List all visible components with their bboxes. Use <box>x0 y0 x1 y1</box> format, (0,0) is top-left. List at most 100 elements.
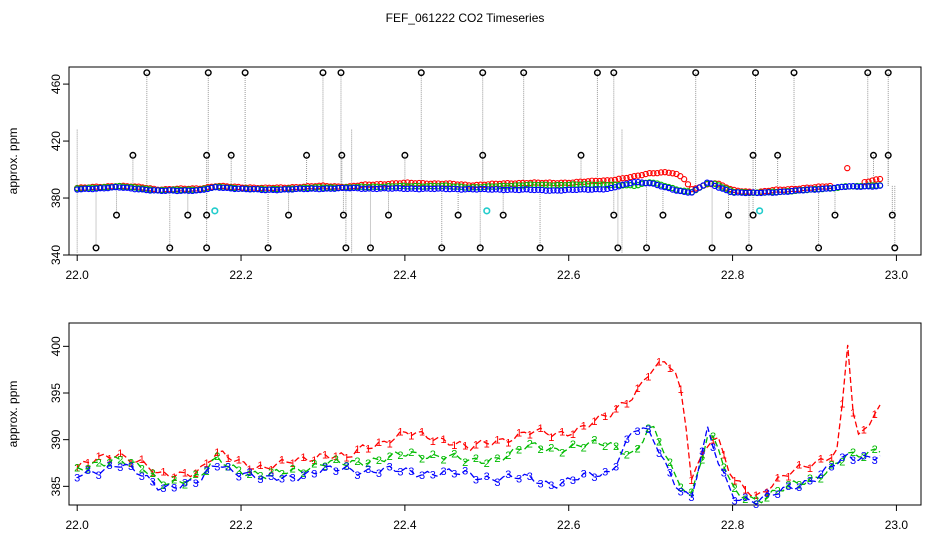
top-series-3-point <box>216 184 223 191</box>
bottom-series-1-marker: 1 <box>872 409 878 421</box>
bottom-series-3-marker: 3 <box>408 466 414 478</box>
top-x-tick-label: 22.8 <box>721 268 745 282</box>
top-y-tick-label: 340 <box>49 245 63 265</box>
bottom-series-3-marker: 3 <box>171 483 177 495</box>
top-series-3-point <box>796 187 803 194</box>
bottom-series-1-marker: 1 <box>128 458 134 470</box>
top-series-3-point <box>296 185 304 192</box>
bottom-series-1-marker: 1 <box>333 451 339 463</box>
top-series-1-point <box>684 181 692 188</box>
bottom-series-2-marker: 2 <box>171 475 177 487</box>
bottom-series-2-marker: 2 <box>74 463 80 475</box>
top-series-3-point <box>185 187 192 194</box>
bottom-series-1-marker: 1 <box>354 444 360 456</box>
top-series-3-point <box>830 184 838 192</box>
bottom-x-tick-label: 22.2 <box>229 518 253 532</box>
top-series-3-point <box>596 186 603 193</box>
bottom-series-3-marker: 3 <box>117 462 123 474</box>
top-series-3-point <box>177 187 185 194</box>
bottom-series-1-marker: 1 <box>602 411 608 423</box>
top-outlier-point <box>745 244 753 252</box>
bottom-series-3-marker: 3 <box>559 478 565 490</box>
bottom-series-2-marker: 2 <box>667 457 673 469</box>
top-outlier-point <box>884 69 892 77</box>
top-series-3-point <box>227 185 234 192</box>
top-series-3-point <box>312 185 319 192</box>
top-series-1-point <box>861 178 868 186</box>
top-outlier-point <box>184 211 192 219</box>
top-series-3-point <box>346 185 354 192</box>
bottom-series-1-marker: 1 <box>635 383 641 395</box>
bottom-series-2-marker: 2 <box>872 444 878 456</box>
bottom-series-1-marker: 1 <box>656 357 662 369</box>
top-series-3-point <box>550 187 557 194</box>
bottom-series-2-marker: 2 <box>807 473 813 485</box>
top-series-3-point <box>400 185 407 193</box>
bottom-series-2-marker: 2 <box>268 467 274 479</box>
top-series-3-point <box>588 186 596 193</box>
top-outlier-point <box>884 151 892 159</box>
bottom-series-2-marker: 2 <box>473 453 479 465</box>
bottom-series-3-marker: 3 <box>236 472 242 484</box>
bottom-series-2-marker: 2 <box>775 486 781 498</box>
bottom-series-3-marker: 3 <box>742 492 748 504</box>
top-series-3-point <box>269 186 277 194</box>
top-series-3-point <box>200 186 208 193</box>
bottom-x-tick-label: 22.0 <box>66 518 90 532</box>
bottom-series-3-marker: 3 <box>828 462 834 474</box>
bottom-series-3-marker: 3 <box>473 475 479 487</box>
top-series-3-point <box>504 186 511 194</box>
top-series-3-point <box>173 187 181 195</box>
bottom-series-3-marker: 3 <box>106 460 112 472</box>
bottom-series-1-marker: 1 <box>419 427 425 439</box>
top-outlier-point <box>385 211 393 219</box>
bottom-series-3-marker: 3 <box>300 470 306 482</box>
top-series-1-point <box>627 173 634 181</box>
top-series-3-point <box>231 185 238 193</box>
bottom-series-2-marker: 2 <box>688 487 694 499</box>
top-plot-frame <box>68 66 922 256</box>
top-series-3-point <box>262 186 269 194</box>
top-series-3-point <box>631 179 638 186</box>
top-series-3-point <box>535 186 542 193</box>
top-series-3-point <box>757 189 765 197</box>
bottom-series-3-marker: 3 <box>344 461 350 473</box>
top-outlier-point <box>864 69 872 77</box>
top-series-1-point <box>677 173 684 180</box>
top-series-3-point <box>454 186 461 193</box>
top-series-3-point <box>650 180 657 187</box>
top-outlier-point <box>692 69 700 77</box>
top-series-1-point <box>404 179 411 186</box>
top-series-3-point <box>657 183 665 190</box>
top-series-3-point <box>838 183 845 191</box>
top-outlier-point <box>438 244 446 252</box>
top-series-3-point <box>204 185 211 193</box>
top-series-1-point <box>619 175 626 182</box>
top-series-3-point <box>435 185 442 192</box>
top-series-points <box>74 164 884 197</box>
bottom-series-1-marker: 1 <box>257 460 263 472</box>
bottom-series-3-marker: 3 <box>591 472 597 484</box>
bottom-series-3-marker: 3 <box>861 451 867 463</box>
top-series-1-point <box>873 176 880 183</box>
top-series-3-point <box>496 186 503 193</box>
top-y-axis-label: approx. ppm <box>6 128 20 195</box>
top-series-1-point <box>607 177 615 184</box>
top-series-2-point <box>535 181 542 189</box>
top-series-1-point <box>654 170 661 177</box>
top-outlier-point <box>476 244 484 252</box>
bottom-x-tick-label: 22.8 <box>721 518 745 532</box>
bottom-series-2-marker: 2 <box>462 457 468 469</box>
top-series-1-point <box>646 170 653 177</box>
bottom-series-2-marker: 2 <box>300 468 306 480</box>
top-series-3-point <box>450 185 457 192</box>
top-series-3-point <box>319 185 327 193</box>
top-y-tick-label: 380 <box>49 188 63 208</box>
top-series-3-point <box>189 187 196 195</box>
bottom-series-3-marker: 3 <box>387 461 393 473</box>
top-series-3-point <box>669 186 676 193</box>
top-series-3-point <box>273 187 281 194</box>
top-outlier-point <box>479 151 487 159</box>
